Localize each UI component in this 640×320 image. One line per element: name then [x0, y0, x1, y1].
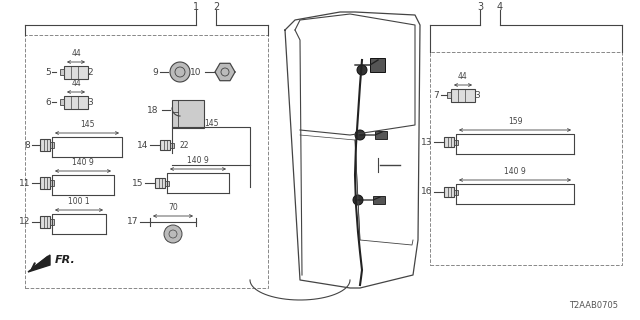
Text: 145: 145 [204, 118, 218, 127]
Text: 159: 159 [508, 117, 522, 126]
Bar [373, 196, 385, 204]
Bar [60, 69, 64, 75]
Text: 8: 8 [24, 140, 30, 149]
Bar [447, 92, 451, 98]
Text: 2: 2 [87, 68, 93, 76]
Bar [454, 189, 458, 195]
Bar [444, 187, 454, 197]
Circle shape [353, 195, 363, 205]
Text: T2AAB0705: T2AAB0705 [569, 300, 618, 309]
Text: 3: 3 [87, 98, 93, 107]
Text: 2: 2 [213, 2, 219, 12]
Text: FR.: FR. [55, 255, 76, 265]
Polygon shape [28, 255, 50, 272]
Bar [40, 216, 50, 228]
Text: 15: 15 [131, 179, 143, 188]
Text: 3: 3 [477, 2, 483, 12]
Circle shape [170, 62, 190, 82]
Bar [430, 52, 622, 265]
Text: 11: 11 [19, 179, 30, 188]
Text: 100 1: 100 1 [68, 197, 90, 206]
Text: 7: 7 [433, 91, 439, 100]
Text: 140 9: 140 9 [504, 167, 526, 176]
Text: 3: 3 [474, 91, 480, 100]
Text: 14: 14 [136, 140, 148, 149]
Bar [50, 142, 54, 148]
Bar [160, 140, 170, 150]
Bar [375, 131, 387, 139]
Bar [40, 177, 50, 189]
Circle shape [357, 65, 367, 75]
Bar [165, 180, 169, 186]
Bar [64, 95, 88, 108]
Bar [451, 89, 475, 101]
Bar [60, 99, 64, 105]
Bar [172, 100, 204, 128]
Text: 44: 44 [458, 72, 468, 81]
Circle shape [164, 225, 182, 243]
Bar [170, 142, 174, 148]
Text: 16: 16 [420, 188, 432, 196]
Bar [370, 58, 385, 72]
Bar [454, 140, 458, 145]
Bar [40, 139, 50, 151]
Bar [155, 178, 165, 188]
Bar [444, 137, 454, 147]
Text: 22: 22 [180, 140, 189, 149]
Polygon shape [215, 63, 235, 81]
Bar [50, 180, 54, 186]
Bar [64, 66, 88, 78]
Text: 12: 12 [19, 218, 30, 227]
Text: 4: 4 [497, 2, 503, 12]
Text: 6: 6 [45, 98, 51, 107]
Text: 44: 44 [71, 79, 81, 88]
Text: 70: 70 [168, 203, 178, 212]
Text: 44: 44 [71, 49, 81, 58]
Text: 1: 1 [193, 2, 199, 12]
Bar [50, 219, 54, 225]
Text: 145: 145 [80, 120, 94, 129]
Bar [25, 35, 268, 288]
Text: 13: 13 [420, 138, 432, 147]
Text: 140 9: 140 9 [72, 158, 94, 167]
Text: 140 9: 140 9 [187, 156, 209, 165]
Circle shape [355, 130, 365, 140]
Text: 5: 5 [45, 68, 51, 76]
Text: 17: 17 [127, 218, 138, 227]
Text: 10: 10 [189, 68, 201, 76]
Text: 9: 9 [152, 68, 158, 76]
Text: 18: 18 [147, 106, 158, 115]
